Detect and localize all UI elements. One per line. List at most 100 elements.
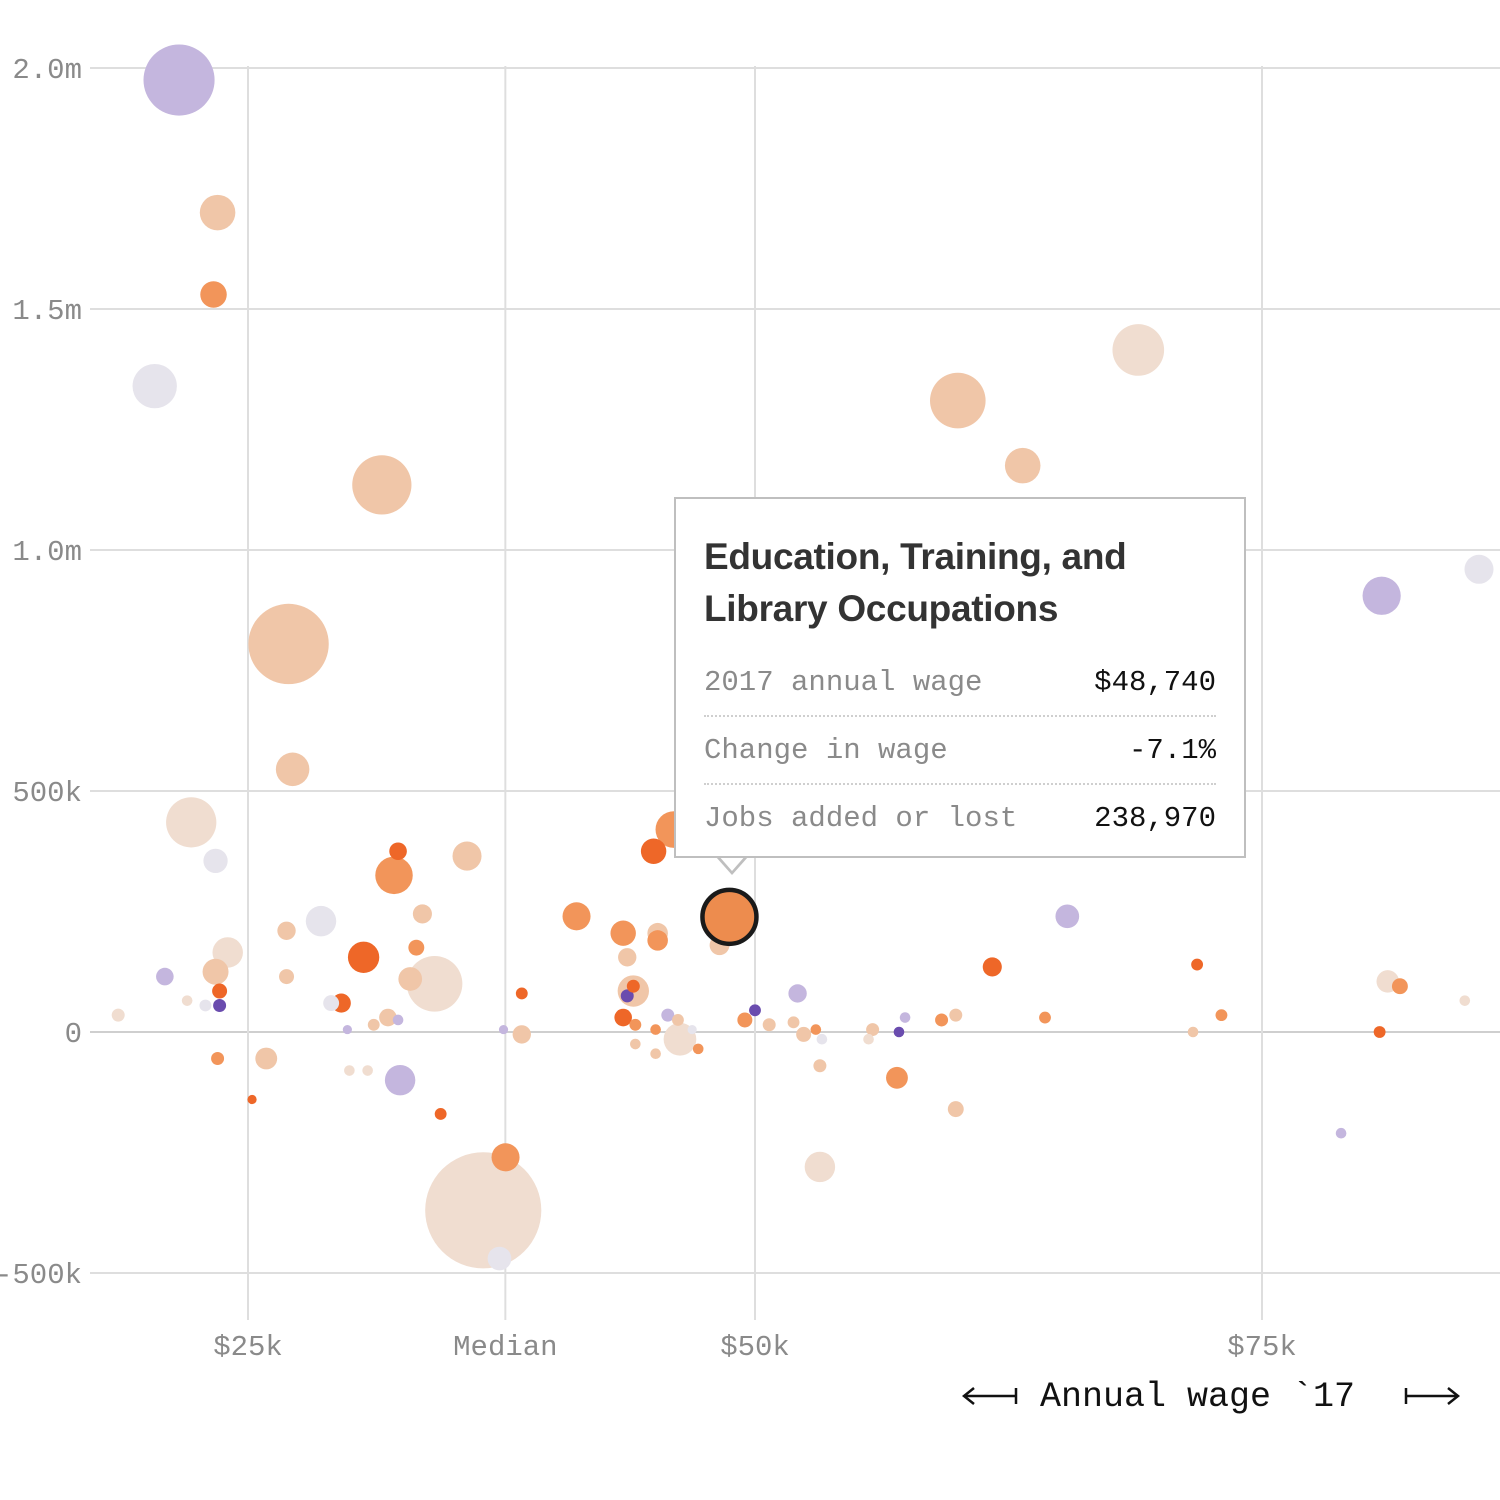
x-tick-label: Median [453,1331,557,1364]
y-tick-label: 2.0m [12,54,82,87]
data-point [863,1033,874,1045]
y-tick-label: 1.0m [12,536,82,569]
data-point [1362,576,1401,615]
tooltip-row-jobs: Jobs added or lost 238,970 [704,785,1216,851]
y-tick-label: 1.5m [12,295,82,328]
data-point [692,1043,704,1055]
x-tick-label: $50k [720,1331,790,1364]
data-point [1335,1127,1347,1139]
data-point [935,1013,949,1027]
tooltip-pointer-fill [718,855,746,871]
data-point [398,967,423,991]
data-point [610,920,636,946]
data-point [143,44,215,116]
data-point [1004,447,1041,484]
data-point [384,1064,416,1096]
x-axis-title-group: Annual wage `17 [961,1377,1461,1417]
tooltip-row-wage: 2017 annual wage $48,740 [704,649,1216,717]
data-point [515,987,528,1000]
data-point [1391,978,1408,995]
data-point [425,1152,542,1269]
data-point [248,603,329,685]
data-point [796,1026,812,1042]
data-point [640,838,667,864]
data-point [487,1246,512,1271]
y-tick-label: 0 [65,1018,82,1051]
y-tick-label: 500k [12,777,82,810]
data-point [866,1023,880,1037]
data-point [277,921,296,940]
tooltip-label: 2017 annual wage [704,665,983,699]
data-point [620,989,634,1003]
data-point [247,1094,257,1105]
tooltip-value: -7.1% [1128,733,1216,767]
data-point [650,1048,661,1059]
data-point [1112,324,1165,376]
data-point [111,1008,125,1022]
data-point [498,1025,509,1035]
data-point [810,1024,822,1035]
data-point [947,1101,964,1118]
data-point [1373,1026,1386,1038]
data-point [629,1018,642,1031]
tooltip-value: 238,970 [1094,801,1216,835]
data-point [344,1065,355,1076]
data-point [408,939,425,956]
tooltip-label: Change in wage [704,733,948,767]
data-point [203,848,228,874]
data-point [156,967,174,986]
data-point [813,1059,827,1073]
data-point [323,995,340,1012]
data-point [275,752,310,787]
data-point [672,1014,684,1026]
data-point [788,984,807,1003]
data-point [452,841,482,871]
data-point [213,998,227,1012]
data-point [166,797,217,848]
highlighted-data-point [700,887,759,947]
data-point [1187,1026,1199,1038]
data-point [949,1008,963,1022]
data-point [1191,958,1204,971]
tooltip-title: Education, Training, and Library Occupat… [704,536,1127,629]
right-arrow-head [1447,1387,1461,1405]
data-point [412,904,432,924]
x-tick-label: $25k [213,1331,283,1364]
data-point [362,1065,373,1076]
data-point [347,941,380,973]
data-point [406,956,463,1012]
data-point [200,281,227,308]
data-point [1055,904,1080,929]
data-point [930,372,986,429]
data-points [111,44,1494,1271]
data-point [181,995,193,1006]
y-tick-label: -500k [0,1259,82,1292]
data-point [626,979,640,993]
data-point [899,1012,911,1023]
data-point [787,1016,800,1029]
data-point [1464,554,1494,584]
data-point [886,1066,908,1089]
data-point [342,1025,352,1035]
data-point [816,1033,828,1045]
data-point [749,1004,761,1017]
data-point [618,948,637,967]
data-point [647,930,668,951]
data-point [982,957,1002,977]
y-axis-ticks: 2.0m 1.5m 1.0m 500k 0 -500k [0,54,82,1292]
data-point [762,1018,776,1032]
data-point [389,842,407,861]
data-point [630,1038,641,1050]
data-point [211,1052,225,1066]
data-point [202,958,229,985]
x-axis-ticks: $25k Median $50k $75k [213,1331,1297,1364]
data-point [199,194,236,231]
data-point [804,1151,836,1183]
data-point [212,983,228,999]
data-point [650,1024,661,1035]
data-point [279,969,295,985]
data-point [1459,995,1471,1006]
data-point [379,1008,397,1027]
data-point [661,1008,675,1022]
